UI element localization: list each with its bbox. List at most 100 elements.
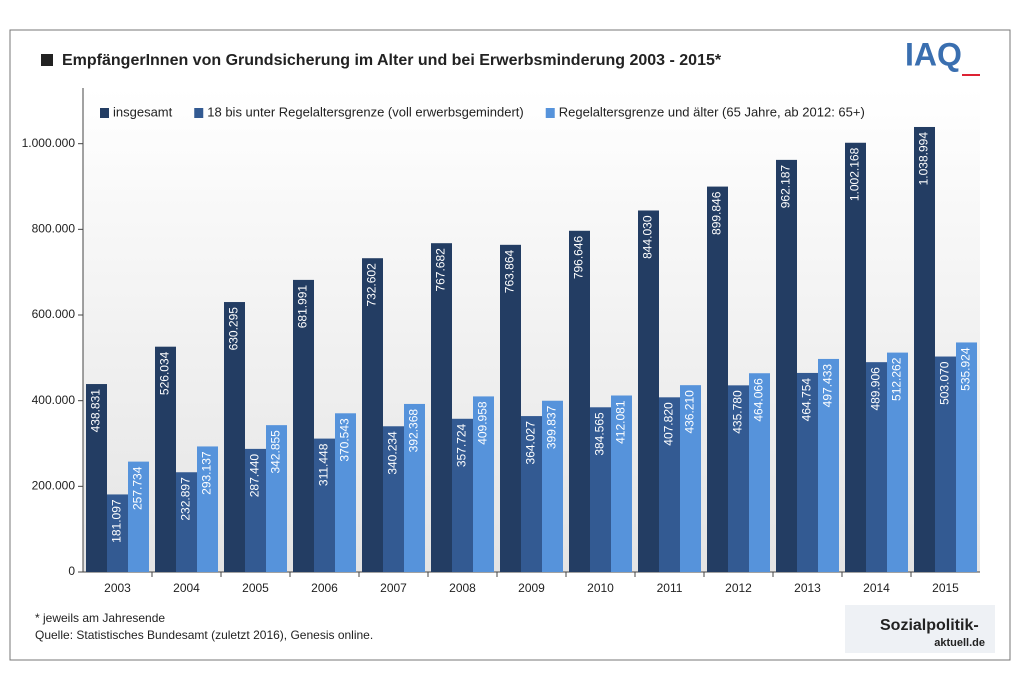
logo-box <box>845 605 995 653</box>
bar <box>728 385 749 572</box>
bar <box>383 426 404 572</box>
bar <box>452 418 473 572</box>
bar <box>611 395 632 572</box>
bar <box>542 400 563 572</box>
bar <box>293 279 314 572</box>
bar <box>431 243 452 572</box>
value-label: 340.234 <box>386 431 400 475</box>
y-tick-label: 1.000.000 <box>22 136 76 150</box>
value-label: 435.780 <box>731 390 745 434</box>
value-label: 464.066 <box>752 378 766 422</box>
x-tick-label: 2008 <box>449 581 476 595</box>
legend-swatch <box>545 108 555 118</box>
value-label: 503.070 <box>938 361 952 405</box>
legend-swatch <box>100 108 109 118</box>
value-label: 412.081 <box>614 400 628 444</box>
legend-label: insgesamt <box>113 104 173 119</box>
bar <box>266 425 287 572</box>
x-tick-label: 2015 <box>932 581 959 595</box>
y-tick-label: 800.000 <box>32 222 76 236</box>
value-label: 407.820 <box>662 402 676 446</box>
value-label: 512.262 <box>890 357 904 401</box>
bar <box>314 438 335 572</box>
bar <box>197 446 218 572</box>
value-label: 257.734 <box>131 466 145 510</box>
legend-label: Regelaltersgrenze und älter (65 Jahre, a… <box>559 104 865 119</box>
bar <box>521 416 542 572</box>
bar <box>107 494 128 572</box>
value-label: 1.002.168 <box>848 147 862 201</box>
value-label: 384.565 <box>593 412 607 456</box>
legend-swatch <box>194 108 204 118</box>
x-tick-label: 2004 <box>173 581 200 595</box>
value-label: 899.846 <box>710 191 724 235</box>
value-label: 526.034 <box>158 351 172 395</box>
value-label: 844.030 <box>641 215 655 259</box>
bar <box>86 384 107 572</box>
x-tick-label: 2005 <box>242 581 269 595</box>
bar <box>707 186 728 573</box>
value-label: 767.682 <box>434 248 448 292</box>
bar <box>845 142 866 573</box>
value-label: 287.440 <box>248 454 262 498</box>
value-label: 535.924 <box>959 347 973 391</box>
value-label: 438.831 <box>89 389 103 433</box>
x-tick-label: 2013 <box>794 581 821 595</box>
value-label: 399.837 <box>545 405 559 449</box>
bar <box>155 346 176 572</box>
chart-title: EmpfängerInnen von Grundsicherung im Alt… <box>62 52 722 69</box>
bar <box>749 373 770 572</box>
y-tick-label: 400.000 <box>32 393 76 407</box>
bar <box>935 356 956 572</box>
source: Quelle: Statistisches Bundesamt (zuletzt… <box>35 628 373 642</box>
x-tick-label: 2012 <box>725 581 752 595</box>
value-label: 497.433 <box>821 364 835 408</box>
value-label: 1.038.994 <box>917 132 931 186</box>
x-tick-label: 2006 <box>311 581 338 595</box>
value-label: 357.724 <box>455 423 469 467</box>
logo-iaq: IAQ <box>905 36 962 72</box>
value-label: 732.602 <box>365 263 379 307</box>
bar <box>473 396 494 572</box>
footnote: * jeweils am Jahresende <box>35 611 165 625</box>
x-tick-label: 2010 <box>587 581 614 595</box>
x-tick-label: 2003 <box>104 581 131 595</box>
x-tick-label: 2014 <box>863 581 890 595</box>
bar <box>797 372 818 572</box>
bar <box>776 159 797 572</box>
bar <box>176 472 197 572</box>
bar <box>569 230 590 572</box>
value-label: 181.097 <box>110 499 124 543</box>
legend-label: 18 bis unter Regelaltersgrenze (voll erw… <box>207 104 523 119</box>
bar <box>335 413 356 572</box>
value-label: 962.187 <box>779 165 793 209</box>
y-tick-label: 0 <box>68 564 75 578</box>
bar <box>680 385 701 572</box>
value-label: 763.864 <box>503 250 517 294</box>
x-tick-label: 2007 <box>380 581 407 595</box>
bar <box>590 407 611 572</box>
bar <box>362 258 383 572</box>
y-tick-label: 200.000 <box>32 479 76 493</box>
title-marker <box>41 54 53 66</box>
value-label: 464.754 <box>800 378 814 422</box>
value-label: 489.906 <box>869 367 883 411</box>
logo-text: Sozialpolitik- <box>880 617 979 634</box>
x-tick-label: 2011 <box>657 581 683 595</box>
value-label: 681.991 <box>296 285 310 329</box>
value-label: 796.646 <box>572 235 586 279</box>
value-label: 370.543 <box>338 418 352 462</box>
bar <box>500 244 521 572</box>
value-label: 342.855 <box>269 430 283 474</box>
value-label: 436.210 <box>683 390 697 434</box>
value-label: 630.295 <box>227 307 241 351</box>
bar <box>887 352 908 572</box>
value-label: 232.897 <box>179 477 193 521</box>
x-tick-label: 2009 <box>518 581 545 595</box>
bar <box>659 397 680 572</box>
value-label: 409.958 <box>476 401 490 445</box>
bar <box>866 362 887 572</box>
bar <box>224 302 245 572</box>
bar <box>956 342 977 572</box>
